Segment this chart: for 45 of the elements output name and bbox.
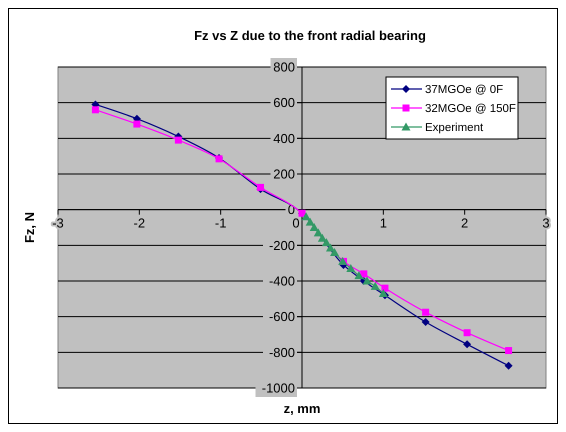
point <box>381 284 388 292</box>
point <box>133 120 140 128</box>
point <box>464 329 471 336</box>
point <box>314 228 323 236</box>
point <box>504 362 513 370</box>
point <box>505 347 512 354</box>
y-tick-label: -800 <box>268 344 295 360</box>
legend-label: Experiment <box>425 122 484 134</box>
x-tick-label: -1 <box>214 216 226 231</box>
legend-label: 32MGOe @ 150F <box>425 103 516 116</box>
y-tick-label: -200 <box>268 238 295 253</box>
point <box>326 244 335 252</box>
y-tick-label: 200 <box>273 166 295 182</box>
x-tick-label: -3 <box>52 216 64 231</box>
point <box>463 340 472 348</box>
x-tick-label: -2 <box>134 216 146 231</box>
chart-title: Fz vs Z due to the front radial bearing <box>194 28 426 43</box>
y-tick-label: -600 <box>268 309 295 324</box>
point <box>422 318 430 326</box>
y-axis-title: Fz, N <box>22 212 37 244</box>
y-tick-label: 600 <box>273 95 295 110</box>
point <box>362 276 372 284</box>
point <box>302 212 311 220</box>
point <box>346 264 356 272</box>
point <box>174 136 182 144</box>
point <box>360 270 368 278</box>
point <box>370 282 380 290</box>
x-tick-label: 3 <box>542 216 550 231</box>
point <box>322 238 331 246</box>
x-axis-title: z, mm <box>284 401 320 416</box>
point <box>330 248 340 256</box>
legend-label: 37MGOe @ 0F <box>425 84 504 96</box>
point <box>92 106 99 114</box>
y-tick-label: 400 <box>273 130 295 146</box>
point <box>306 218 315 226</box>
y-tick-label: -1000 <box>262 380 295 396</box>
x-tick-label: 2 <box>461 216 468 231</box>
point <box>257 184 264 191</box>
y-tick-label: 800 <box>273 60 295 75</box>
point <box>310 223 319 231</box>
point <box>354 271 364 280</box>
x-tick-label: 1 <box>380 216 387 231</box>
point <box>378 288 388 297</box>
point <box>422 308 430 316</box>
y-tick-label: -400 <box>268 274 295 289</box>
